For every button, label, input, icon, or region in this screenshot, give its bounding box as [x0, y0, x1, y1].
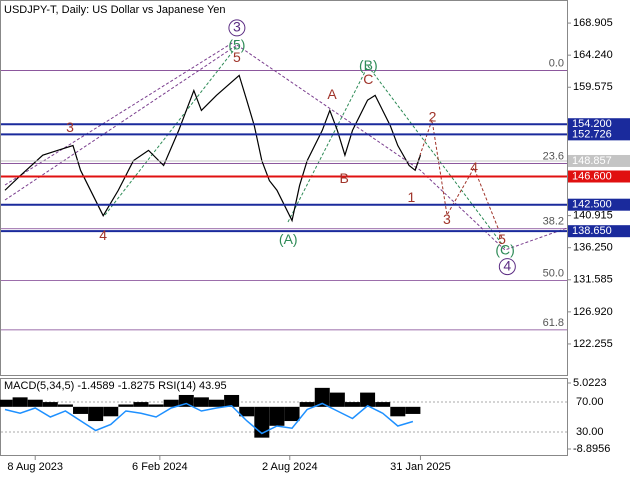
wave-label: 4 — [99, 227, 107, 243]
wave-path — [104, 45, 238, 216]
macd-bar — [360, 392, 376, 407]
wave-path — [287, 65, 506, 249]
macd-bar — [375, 402, 391, 407]
y-tick-label: 122.255 — [573, 338, 613, 350]
macd-bar — [224, 394, 240, 407]
macd-bar — [42, 402, 58, 407]
wave-label: A — [327, 86, 337, 102]
y-tick-label: -8.8956 — [573, 443, 610, 455]
y2-tick-label: 70.00 — [576, 396, 604, 408]
wave-label: B — [339, 170, 348, 186]
y2-tick-label: 30.00 — [576, 426, 604, 438]
x-tick-label: 6 Feb 2024 — [132, 461, 188, 473]
wave-label: 2 — [429, 109, 437, 125]
wave-label: 4 — [503, 257, 511, 273]
macd-bar — [88, 406, 104, 422]
level-label: 148.857 — [572, 155, 612, 167]
y-tick-label: 159.575 — [573, 81, 613, 93]
wave-label: 5 — [498, 231, 506, 247]
wave-label: C — [363, 71, 373, 87]
wave-label: (B) — [359, 57, 378, 73]
y-tick-label: 168.905 — [573, 17, 613, 29]
wave-label: (C) — [495, 241, 514, 257]
macd-bar — [239, 406, 255, 417]
macd-bar — [209, 399, 225, 407]
wave-path — [236, 44, 568, 251]
y-tick-label: 136.250 — [573, 242, 613, 254]
chart-title: USDJPY-T, Daily: US Dollar vs Japanese Y… — [4, 4, 226, 16]
wave-label: 1 — [407, 189, 415, 205]
macd-bar — [299, 402, 315, 407]
wave-label: 3 — [443, 211, 451, 227]
wave-label: 3 — [233, 19, 241, 35]
fib-label: 38.2 — [543, 216, 564, 228]
level-tag — [568, 128, 630, 141]
wave-label: (5) — [228, 37, 245, 53]
macd-bar — [57, 404, 73, 407]
y-tick-label: 5.0223 — [573, 377, 607, 389]
level-tag — [568, 170, 630, 183]
wave-path — [414, 119, 503, 239]
macd-bar — [405, 406, 421, 414]
level-tag — [568, 198, 630, 211]
macd-bar — [314, 387, 330, 407]
fib-label: 50.0 — [543, 267, 564, 279]
macd-bar — [390, 406, 406, 417]
wave-circle — [498, 258, 516, 276]
wave-label: 5 — [233, 49, 241, 65]
x-tick-label: 2 Aug 2024 — [262, 461, 318, 473]
level-tag — [568, 225, 630, 238]
wave-label: 3 — [66, 119, 74, 135]
level-label: 142.500 — [572, 199, 612, 211]
indicator-title: MACD(5,34,5) -1.4589 -1.8275 RSI(14) 43.… — [4, 380, 227, 392]
macd-bar — [118, 404, 134, 407]
fib-label: 0.0 — [549, 57, 564, 69]
macd-bar — [284, 406, 300, 422]
level-label: 154.200 — [572, 118, 612, 130]
macd-bar — [269, 406, 285, 426]
level-tag — [568, 154, 630, 167]
macd-bar — [148, 404, 164, 407]
level-label: 138.650 — [572, 225, 612, 237]
price-line — [4, 74, 422, 223]
x-tick-label: 8 Aug 2023 — [7, 461, 63, 473]
y-tick-label: 164.240 — [573, 49, 613, 61]
rsi-line — [4, 402, 414, 435]
macd-bar — [27, 399, 43, 407]
macd-bar — [193, 397, 209, 407]
y-tick-label: 126.920 — [573, 306, 613, 318]
main-panel — [0, 0, 568, 376]
wave-label: (A) — [279, 231, 298, 247]
fib-label: 23.6 — [543, 150, 564, 162]
macd-bar — [329, 392, 345, 407]
y-tick-label: 131.585 — [573, 274, 613, 286]
wave-label: 4 — [470, 159, 478, 175]
y-tick-label: 140.915 — [573, 210, 613, 222]
macd-bar — [163, 399, 179, 407]
level-label: 146.600 — [572, 170, 612, 182]
macd-bar — [0, 399, 13, 407]
level-label: 152.726 — [572, 128, 612, 140]
macd-bar — [12, 397, 28, 407]
macd-bar — [133, 402, 149, 407]
x-tick-label: 31 Jan 2025 — [390, 461, 451, 473]
macd-bar — [103, 406, 119, 417]
macd-bar — [73, 406, 89, 414]
macd-bar — [344, 402, 360, 407]
level-tag — [568, 118, 630, 131]
macd-bar — [178, 394, 194, 407]
wave-circle — [228, 19, 246, 37]
fib-label: 61.8 — [543, 317, 564, 329]
